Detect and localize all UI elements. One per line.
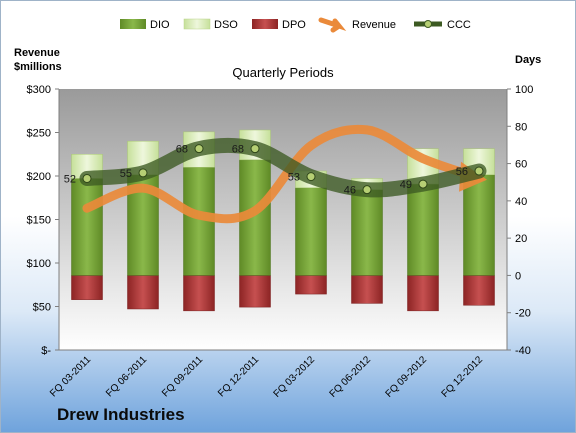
legend-swatch-dio — [120, 19, 146, 29]
right-tick-label: 60 — [515, 159, 527, 171]
category-label: FQ 06-2011 — [104, 354, 149, 399]
ccc-point — [418, 179, 428, 189]
right-tick-label: 40 — [515, 196, 527, 208]
legend-marker-ccc — [424, 20, 432, 28]
company-name: Drew Industries — [57, 405, 185, 424]
ccc-data-label: 53 — [288, 172, 300, 184]
left-tick-label: $200 — [27, 171, 51, 183]
ccc-data-label: 49 — [400, 179, 412, 191]
ccc-point — [82, 173, 92, 183]
plot-area — [59, 89, 507, 350]
left-axis-title: Revenue $millions — [14, 47, 63, 73]
right-tick-label: -20 — [515, 308, 531, 320]
right-axis-title: Days — [515, 54, 541, 66]
legend-swatch-dso — [183, 18, 211, 30]
bar-dpo — [407, 275, 439, 312]
revenue-line — [82, 124, 484, 224]
legend-label-ccc: CCC — [447, 19, 471, 31]
ccc-data-label: 68 — [232, 144, 244, 156]
ccc-point — [250, 144, 260, 154]
bar-dio — [351, 189, 383, 276]
ccc-data-label: 46 — [344, 185, 356, 197]
ccc-line — [79, 137, 487, 198]
bar-dpo — [127, 275, 159, 310]
left-tick-label: $250 — [27, 128, 51, 140]
category-label: FQ 12-2011 — [216, 354, 261, 399]
left-tick-label: $100 — [27, 258, 51, 270]
ccc-point — [306, 172, 316, 182]
legend-label-revenue: Revenue — [352, 19, 396, 31]
legend-swatch-dpo — [252, 19, 278, 29]
right-tick-label: 20 — [515, 233, 527, 245]
bar-dio — [407, 183, 439, 276]
category-label: FQ 03-2011 — [48, 354, 93, 399]
category-label: FQ 09-2011 — [160, 354, 205, 399]
category-label: FQ 09-2012 — [384, 354, 430, 400]
ccc-point — [194, 144, 204, 154]
bars — [71, 129, 495, 312]
ccc-data-label: 52 — [64, 173, 76, 185]
bar-dio — [295, 187, 327, 276]
ccc-point — [362, 185, 372, 195]
bar-dpo — [295, 275, 327, 295]
right-tick-label: -40 — [515, 345, 531, 357]
left-axis-title-line1: Revenue — [14, 47, 60, 59]
ccc-data-label: 68 — [176, 144, 188, 156]
ccc-data-label: 56 — [456, 166, 468, 178]
ccc-point — [474, 166, 484, 176]
category-label: FQ 06-2012 — [328, 354, 374, 400]
left-tick-label: $50 — [33, 302, 51, 314]
bar-dpo — [183, 275, 215, 312]
legend-swatch-revenue — [318, 17, 347, 33]
category-label: FQ 03-2012 — [272, 354, 318, 400]
category-label: FQ 12-2012 — [440, 354, 486, 400]
left-tick-label: $150 — [27, 215, 51, 227]
bar-dio — [71, 178, 103, 276]
bar-dpo — [463, 275, 495, 306]
ccc-data-label: 55 — [120, 168, 132, 180]
left-tick-label: $300 — [27, 84, 51, 96]
left-axis-title-line2: $millions — [14, 61, 62, 73]
legend: DIO DSO DPO Revenue CCC — [120, 17, 471, 33]
bar-dpo — [351, 275, 383, 304]
right-tick-label: 80 — [515, 121, 527, 133]
axes: $- $50 $100 $150 $200 $250 $300 -40 -20 0 20 40 60 80… — [27, 84, 534, 357]
legend-label-dio: DIO — [150, 19, 170, 31]
right-tick-label: 100 — [515, 84, 533, 96]
bar-dpo — [239, 275, 271, 308]
legend-label-dso: DSO — [214, 19, 238, 31]
legend-label-dpo: DPO — [282, 19, 306, 31]
lines: 52 55 68 68 53 46 49 56 — [64, 124, 487, 224]
ccc-point — [138, 168, 148, 178]
bar-dio — [463, 174, 495, 276]
left-tick-label: $- — [41, 345, 51, 357]
right-tick-label: 0 — [515, 270, 521, 282]
bar-dpo — [71, 275, 103, 300]
chart-title: Quarterly Periods — [232, 65, 334, 80]
category-labels: FQ 03-2011 FQ 06-2011 FQ 09-2011 FQ 12-2011… — [48, 354, 485, 400]
